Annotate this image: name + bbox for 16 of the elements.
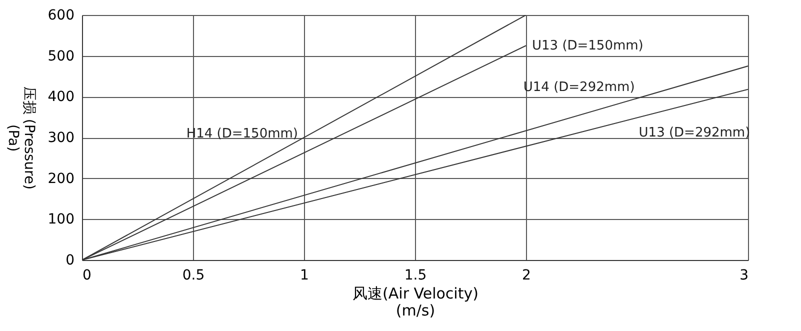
y-tick-label: 200	[48, 170, 74, 187]
x-tick-label: 3	[740, 268, 748, 284]
y-tick-label: 0	[66, 252, 74, 268]
x-tick-label: 0.5	[182, 268, 205, 284]
x-tick-label: 1.5	[404, 268, 427, 284]
y-tick-label: 100	[48, 212, 74, 228]
x-tick-label: 1	[300, 268, 309, 284]
y-axis-title: 压损 (Pressure) (Pa)	[4, 86, 37, 190]
y-tick-label: 300	[48, 130, 74, 146]
y-tick-label: 400	[48, 89, 74, 106]
series-label: U13 (D=150mm)	[532, 38, 644, 54]
y-tick-label: 600	[48, 8, 74, 24]
x-tick-label: 0	[82, 268, 92, 284]
x-tick-label: 2	[522, 268, 531, 284]
y-tick-label: 500	[48, 48, 74, 64]
x-axis-title: 风速(Air Velocity) (m/s)	[352, 284, 478, 320]
